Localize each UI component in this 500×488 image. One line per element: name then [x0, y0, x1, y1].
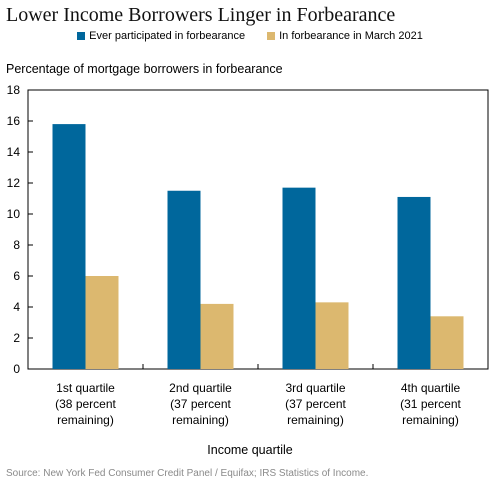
y-tick-label: 12	[7, 176, 21, 190]
legend-item-ever: Ever participated in forbearance	[77, 30, 245, 42]
bar-march-2021	[200, 303, 234, 369]
x-category-label: 1st quartile	[56, 381, 115, 395]
bar-ever-participated	[282, 187, 316, 369]
legend-swatch-march	[267, 32, 276, 40]
source-note: Source: New York Fed Consumer Credit Pan…	[6, 468, 369, 479]
bar-march-2021	[315, 302, 349, 369]
legend-label-ever: Ever participated in forbearance	[89, 30, 246, 42]
x-category-label: 4th quartile	[401, 381, 461, 395]
legend-item-march: In forbearance in March 2021	[267, 30, 423, 42]
x-category-label: 2nd quartile	[169, 381, 232, 395]
y-tick-label: 0	[13, 362, 20, 376]
y-tick-label: 14	[7, 145, 21, 159]
y-axis-label: Percentage of mortgage borrowers in forb…	[6, 62, 283, 76]
x-category-label: (37 percent	[285, 397, 346, 411]
x-category-label: 3rd quartile	[285, 381, 345, 395]
x-category-label: remaining)	[172, 413, 229, 427]
x-axis-label: Income quartile	[207, 443, 293, 457]
y-tick-label: 10	[7, 207, 21, 221]
bar-ever-participated	[167, 190, 201, 369]
x-category-label: (37 percent	[170, 397, 231, 411]
legend-swatch-ever	[77, 32, 86, 40]
bar-march-2021	[430, 316, 464, 369]
legend-label-march: In forbearance in March 2021	[279, 30, 423, 42]
bar-march-2021	[85, 276, 119, 369]
x-category-label: remaining)	[402, 413, 459, 427]
x-category-label: (31 percent	[400, 397, 461, 411]
x-category-label: (38 percent	[55, 397, 116, 411]
legend: Ever participated in forbearance In forb…	[0, 30, 500, 42]
y-tick-label: 4	[13, 300, 20, 314]
y-tick-label: 16	[7, 114, 21, 128]
y-tick-label: 6	[13, 269, 20, 283]
x-category-label: remaining)	[57, 413, 114, 427]
x-category-label: remaining)	[287, 413, 344, 427]
chart-title: Lower Income Borrowers Linger in Forbear…	[6, 4, 396, 26]
y-tick-label: 18	[7, 83, 21, 97]
y-tick-label: 2	[13, 331, 20, 345]
bar-ever-participated	[397, 196, 431, 369]
y-tick-label: 8	[13, 238, 20, 252]
bar-ever-participated	[52, 124, 86, 369]
